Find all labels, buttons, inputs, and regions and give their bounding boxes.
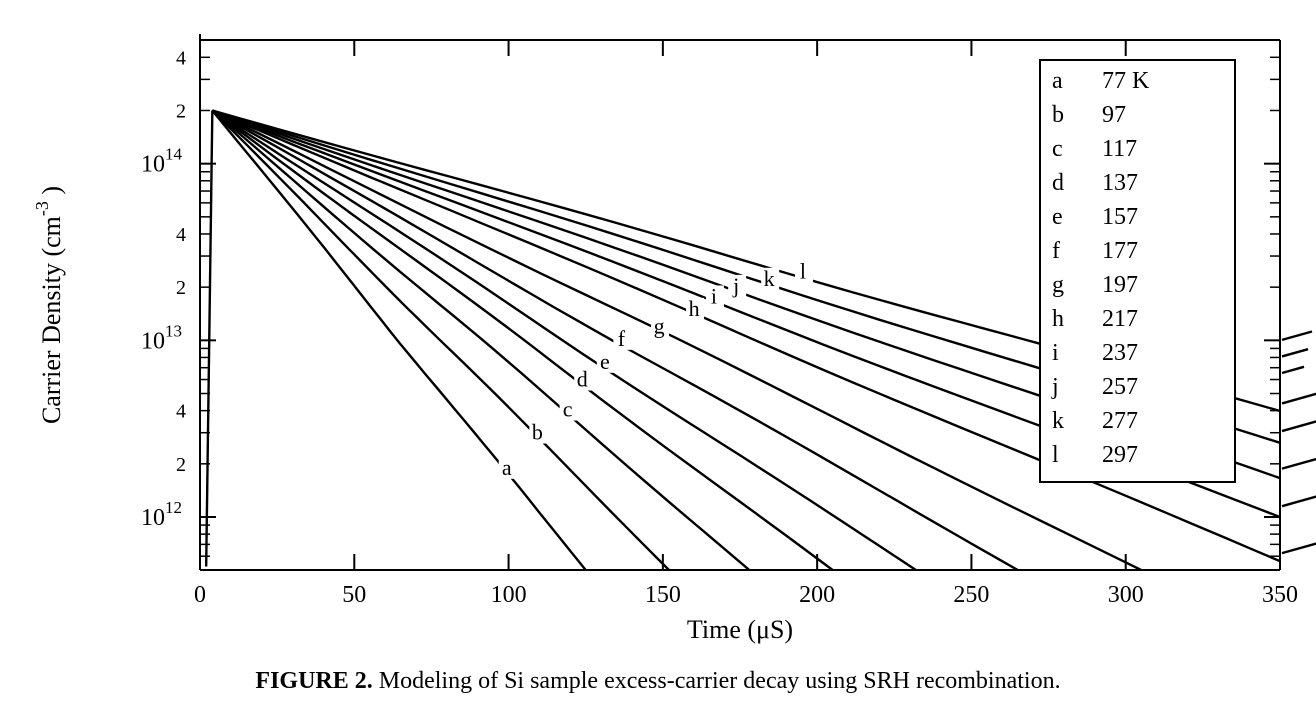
y-tick-decade: 1014	[141, 145, 183, 178]
x-tick-label: 150	[645, 582, 681, 608]
x-tick-label: 350	[1262, 582, 1298, 608]
series-inline-label: d	[577, 367, 588, 392]
overflow-mark	[1282, 535, 1316, 553]
series-inline-label: e	[600, 349, 610, 374]
overflow-mark	[1282, 491, 1316, 507]
legend-temp: 177	[1102, 238, 1138, 264]
legend-temp: 257	[1102, 374, 1138, 400]
series-d	[212, 111, 832, 571]
series-inline-label: f	[618, 326, 626, 351]
overflow-mark	[1282, 349, 1308, 356]
legend-id: e	[1052, 204, 1063, 230]
series-inline-label: l	[800, 259, 806, 284]
x-axis-label: Time (μS)	[687, 615, 793, 644]
legend-temp: 297	[1102, 442, 1138, 468]
y-tick-minor-label: 2	[176, 277, 186, 299]
legend-id: c	[1052, 136, 1063, 162]
y-tick-minor-label: 4	[176, 47, 186, 69]
caption-label: FIGURE 2.	[255, 668, 372, 694]
legend-id: i	[1052, 340, 1059, 366]
y-tick-decade: 1012	[141, 498, 182, 531]
legend-temp: 157	[1102, 204, 1138, 230]
series-inline-label: h	[689, 296, 700, 321]
figure-caption: FIGURE 2. Modeling of Si sample excess-c…	[0, 668, 1316, 695]
legend-id: g	[1052, 272, 1064, 298]
legend-id: f	[1052, 238, 1060, 264]
x-tick-label: 50	[342, 582, 366, 608]
legend-id: j	[1051, 374, 1059, 400]
x-tick-label: 250	[953, 582, 989, 608]
y-axis-label: Carrier Density (cm-3 )	[32, 186, 66, 424]
legend-id: d	[1052, 170, 1064, 196]
legend-temp: 237	[1102, 340, 1138, 366]
x-tick-label: 200	[799, 582, 835, 608]
series-a	[212, 111, 585, 571]
legend-temp: 197	[1102, 272, 1138, 298]
series-inline-label: g	[654, 314, 665, 339]
caption-text: Modeling of Si sample excess-carrier dec…	[379, 668, 1061, 694]
legend-temp: 137	[1102, 170, 1138, 196]
legend-temp: 117	[1102, 136, 1137, 162]
legend-temp: 277	[1102, 408, 1138, 434]
overflow-mark	[1282, 332, 1312, 340]
legend-temp: 77 K	[1102, 68, 1150, 94]
legend-id: b	[1052, 102, 1064, 128]
legend-id: k	[1052, 408, 1064, 434]
series-c	[212, 111, 749, 571]
figure-container: 0 50 100 150 200 250 300 350 Time (μS) 1012 1013 10…	[0, 0, 1316, 706]
series-inline-label: a	[502, 455, 512, 480]
overflow-mark	[1282, 393, 1316, 403]
series-g	[212, 111, 1141, 571]
series-inline-label: b	[532, 420, 543, 445]
overflow-mark	[1282, 367, 1304, 373]
y-tick-minor-label: 4	[176, 401, 186, 423]
series-inline-label: i	[711, 283, 717, 308]
overflow-mark	[1282, 420, 1316, 431]
carrier-decay-chart: 0 50 100 150 200 250 300 350 Time (μS) 1012 1013 10…	[0, 0, 1316, 706]
legend-id: l	[1052, 442, 1059, 468]
legend-id: a	[1052, 68, 1063, 94]
series-inline-label: j	[732, 273, 739, 298]
y-tick-minor-label: 2	[176, 454, 186, 476]
overflow-mark	[1282, 455, 1316, 468]
x-tick-label: 0	[194, 582, 206, 608]
y-tick-minor-label: 4	[176, 224, 186, 246]
y-tick-decade: 1013	[141, 321, 182, 354]
series-b	[212, 111, 669, 571]
x-tick-label: 100	[491, 582, 527, 608]
series-inline-label: c	[563, 397, 573, 422]
legend-temp: 97	[1102, 102, 1126, 128]
y-tick-minor-label: 2	[176, 100, 186, 122]
legend-id: h	[1052, 306, 1064, 332]
series-inline-label: k	[764, 266, 775, 291]
legend-temp: 217	[1102, 306, 1138, 332]
x-tick-label: 300	[1108, 582, 1144, 608]
